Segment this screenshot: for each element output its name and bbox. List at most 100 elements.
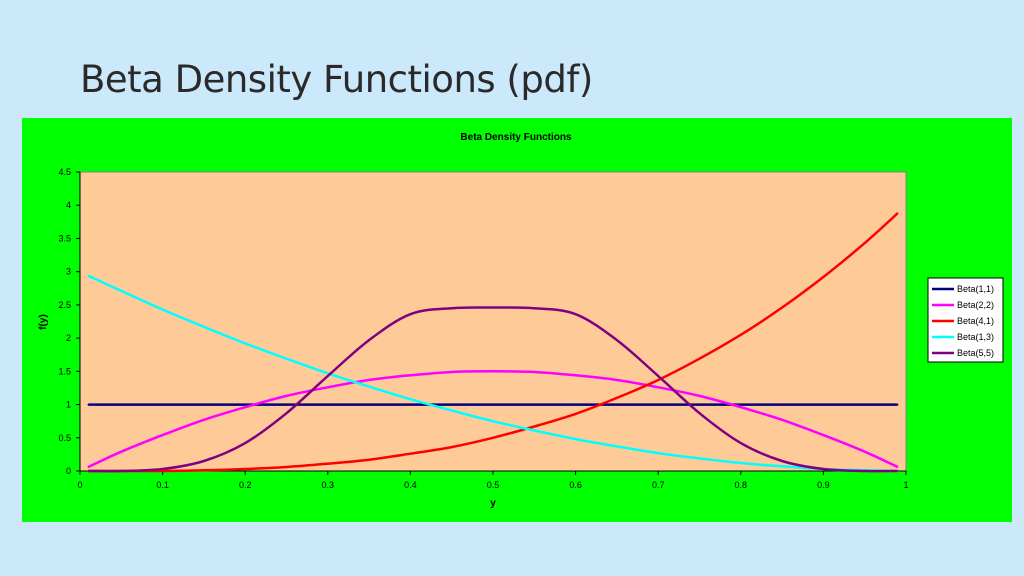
slide-title: Beta Density Functions (pdf) [80, 58, 593, 101]
series-point [244, 442, 246, 444]
y-tick-label: 2 [66, 333, 71, 343]
series-point [368, 458, 370, 461]
series-point [657, 379, 659, 381]
series-point [368, 403, 370, 406]
y-tick-label: 1.5 [58, 366, 71, 376]
x-tick-label: 0.1 [156, 480, 169, 490]
legend: Beta(1,1) Beta(2,2) Beta(4,1) Beta(1,3) Beta… [927, 277, 1004, 363]
x-tick-label: 0.9 [817, 480, 830, 490]
x-tick-label: 0 [77, 480, 82, 490]
series-point [896, 470, 899, 472]
series-point [781, 419, 783, 421]
series-point [409, 374, 412, 377]
series-point [863, 403, 866, 406]
legend-label: Beta(2,2) [957, 300, 994, 310]
x-tick-label: 0.4 [404, 480, 417, 490]
y-axis: 0 0.5 1 1.5 2 2.5 3 3.5 4 4.5 [58, 167, 81, 476]
series-point [161, 468, 164, 470]
x-tick-label: 1 [903, 480, 908, 490]
series-layer [87, 212, 899, 473]
chart-title: Beta Density Functions [460, 132, 572, 143]
series-point [244, 468, 246, 470]
series-point [285, 412, 288, 415]
series-point [120, 290, 123, 292]
x-tick-label: 0.2 [239, 480, 252, 490]
series-point [698, 357, 701, 360]
series-point [781, 460, 783, 462]
series-point [822, 276, 825, 278]
series-point [533, 425, 536, 428]
series-point [368, 339, 370, 341]
y-axis-title: f(y) [38, 314, 49, 330]
legend-label: Beta(4,1) [957, 316, 994, 326]
x-tick-label: 0.3 [322, 480, 335, 490]
series-point [492, 306, 494, 309]
series-point [822, 403, 825, 406]
series-point [244, 342, 246, 345]
series-point [87, 274, 90, 277]
y-tick-label: 4 [66, 200, 71, 210]
series-point [574, 313, 577, 315]
series-point [740, 403, 742, 406]
series-point [327, 403, 329, 406]
series-point [822, 434, 825, 436]
series-point [203, 419, 205, 421]
x-tick-label: 0.8 [735, 480, 748, 490]
series-point [368, 385, 370, 388]
series-point [450, 409, 453, 412]
series-point [450, 371, 453, 373]
legend-label: Beta(5,5) [957, 348, 994, 358]
y-tick-label: 0 [66, 466, 71, 476]
series-point [492, 437, 494, 439]
series-point [863, 470, 866, 472]
y-tick-label: 1 [66, 400, 71, 410]
y-tick-label: 4.5 [58, 167, 71, 177]
series-point [740, 462, 742, 464]
series-point [533, 371, 536, 373]
legend-label: Beta(1,3) [957, 332, 994, 342]
series-point [781, 403, 783, 406]
series-point [657, 386, 659, 389]
series-point [574, 438, 577, 440]
series-point [492, 403, 494, 406]
series-point [327, 386, 329, 389]
series-point [616, 445, 618, 448]
y-tick-label: 3 [66, 267, 71, 277]
series-point [409, 313, 412, 315]
series-point [896, 212, 899, 214]
series-point [450, 446, 453, 448]
y-tick-label: 2.5 [58, 300, 71, 310]
x-axis-title: y [490, 498, 496, 509]
x-tick-label: 0.7 [652, 480, 665, 490]
series-point [616, 397, 618, 399]
series-point [574, 374, 577, 377]
series-point [657, 375, 659, 377]
series-point [574, 403, 577, 406]
series-point [285, 395, 288, 397]
series-point [492, 420, 494, 423]
series-point [698, 395, 701, 397]
series-point [120, 470, 123, 472]
series-point [409, 403, 412, 406]
series-point [203, 469, 205, 472]
series-point [327, 372, 329, 375]
series-point [203, 460, 205, 462]
x-tick-label: 0.6 [569, 480, 582, 490]
series-point [616, 339, 618, 341]
series-point [657, 452, 659, 454]
series-point [616, 379, 618, 381]
series-point [863, 242, 866, 244]
series-point [161, 308, 164, 311]
series-point [409, 398, 412, 401]
series-point [244, 403, 246, 406]
series-point [896, 466, 899, 468]
series-point [285, 403, 288, 406]
series-point [244, 406, 246, 409]
series-point [368, 379, 370, 381]
series-point [161, 470, 164, 472]
series-point [327, 375, 329, 377]
series-point [161, 434, 164, 436]
series-point [781, 465, 783, 468]
legend-label: Beta(1,1) [957, 284, 994, 294]
x-axis: 0 0.1 0.2 0.3 0.4 0.5 0.6 0.7 0.8 0.9 1 [77, 470, 909, 490]
